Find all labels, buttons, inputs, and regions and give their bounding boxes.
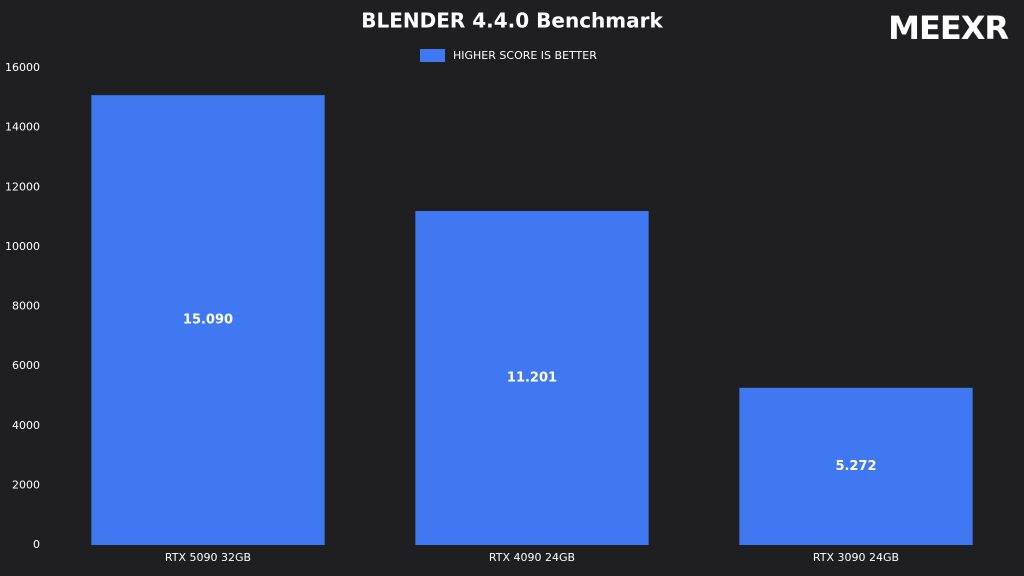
y-tick-label: 6000 — [12, 359, 40, 372]
bar — [415, 211, 649, 545]
y-tick-label: 10000 — [5, 240, 40, 253]
data-label: 5.272 — [835, 459, 876, 474]
legend-label: HIGHER SCORE IS BETTER — [453, 49, 597, 62]
y-tick-label: 12000 — [5, 180, 40, 193]
y-tick-label: 16000 — [5, 61, 40, 74]
y-tick-label: 8000 — [12, 300, 40, 313]
x-tick-label: RTX 5090 32GB — [165, 551, 251, 564]
data-label: 15.090 — [183, 313, 233, 328]
y-tick-label: 2000 — [12, 478, 40, 491]
data-label: 11.201 — [507, 371, 557, 386]
bar — [91, 95, 325, 546]
x-tick-label: RTX 4090 24GB — [489, 551, 575, 564]
x-tick-label: RTX 3090 24GB — [813, 551, 899, 564]
chart-title: BLENDER 4.4.0 Benchmark — [361, 9, 663, 33]
y-tick-label: 4000 — [12, 419, 40, 432]
y-tick-label: 0 — [33, 538, 40, 551]
watermark: MEEXR — [888, 9, 1008, 47]
legend-swatch — [420, 49, 445, 62]
y-tick-label: 14000 — [5, 121, 40, 134]
bar — [739, 387, 973, 545]
